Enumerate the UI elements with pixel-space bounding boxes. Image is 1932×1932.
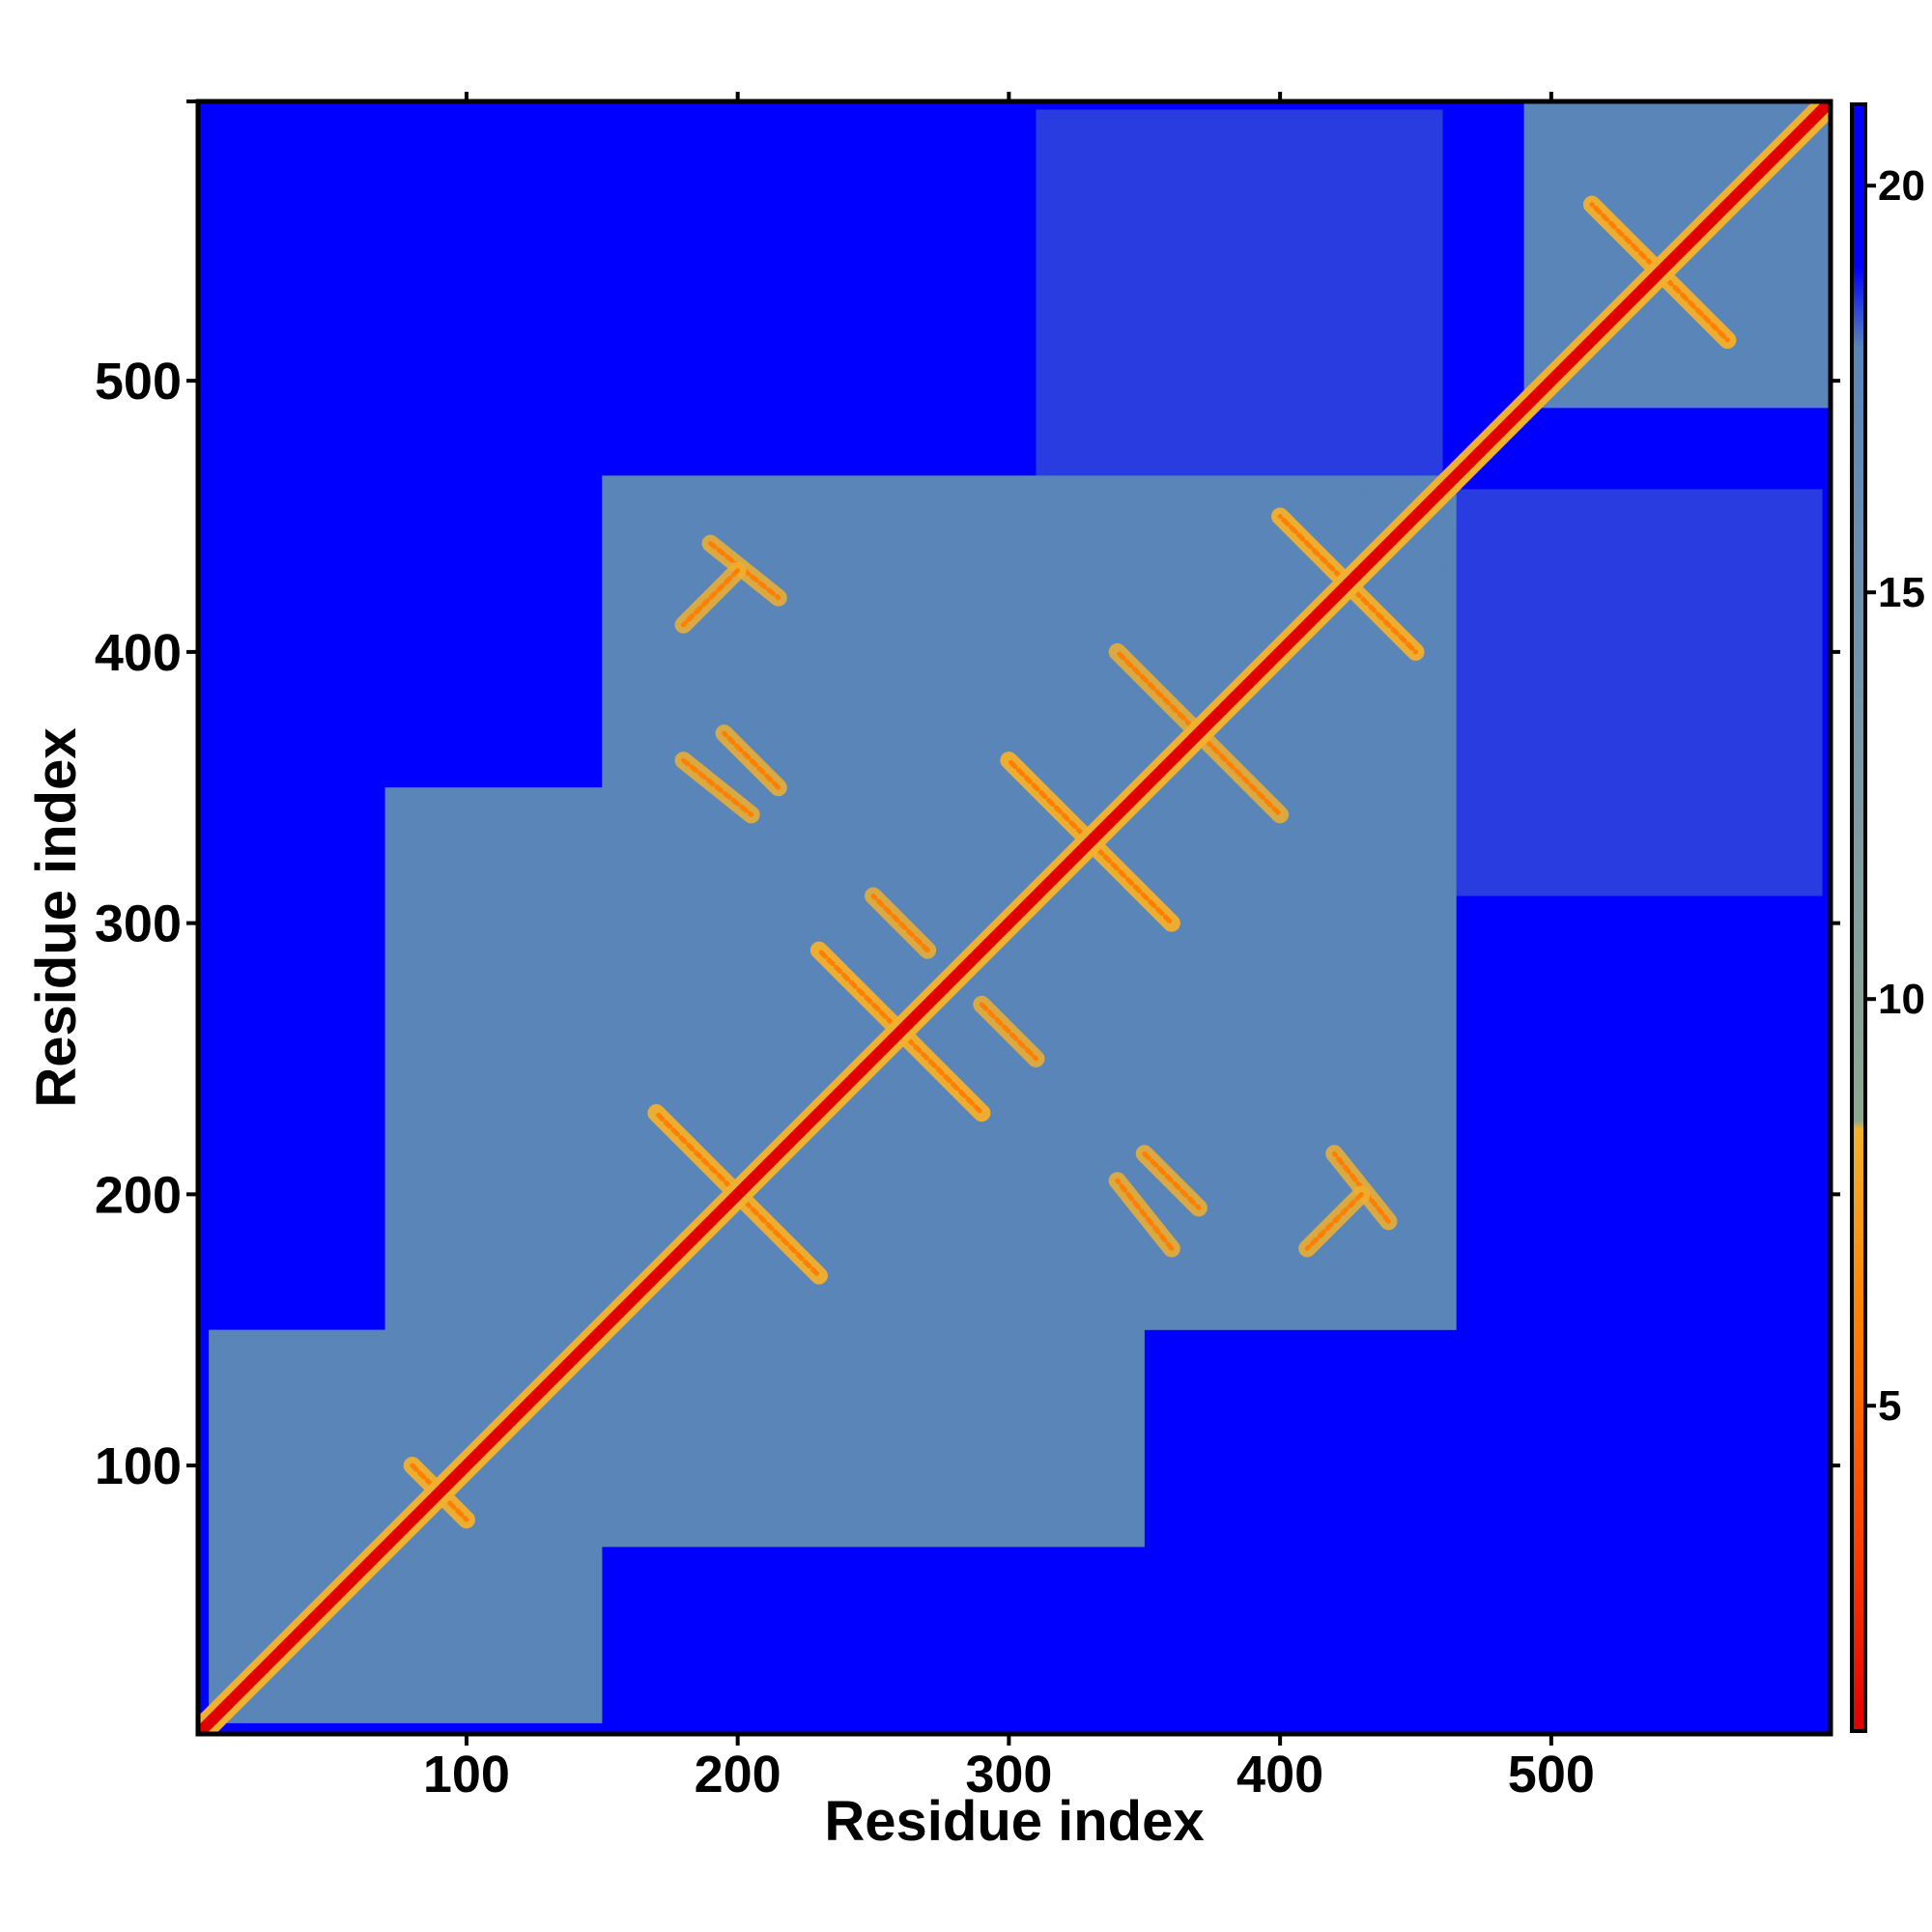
colorbar: 5 10 15 20 (1850, 102, 1925, 1733)
contact-arm-15-mirror (1115, 1178, 1175, 1251)
colorbar-tick-label: 15 (1878, 569, 1925, 616)
colorbar-tick-label: 5 (1878, 1382, 1901, 1430)
contact-arm-14 (1142, 1151, 1202, 1210)
contact-arm-2 (735, 1191, 822, 1279)
contact-arm-7 (1115, 649, 1202, 736)
y-axis-title: Residue index (25, 727, 88, 1107)
x-axis: 100 200 300 400 500 (186, 92, 1595, 1804)
diagonal-contacts (198, 101, 1831, 1734)
contact-arm-13 (1304, 1191, 1364, 1251)
y-tick-label: 400 (95, 624, 182, 682)
contact-arm-9-mirror (1277, 514, 1350, 587)
contact-arm-11-mirror (1589, 202, 1662, 275)
contact-arm-15 (681, 757, 754, 817)
plot-frame (195, 99, 1833, 1737)
contact-arm-6-mirror (1006, 757, 1094, 844)
contact-arm-9 (1345, 582, 1418, 655)
contact-arm-7-mirror (1196, 730, 1283, 817)
contact-arm-4 (897, 1029, 984, 1116)
contact-arm-4-mirror (816, 948, 903, 1035)
colorbar-gradient (1850, 102, 1867, 1733)
contact-arm-14-mirror (722, 730, 781, 790)
x-axis-title: Residue index (824, 1790, 1204, 1853)
y-tick-label: 200 (95, 1166, 182, 1224)
x-tick-label: 200 (695, 1746, 781, 1804)
contact-region-cross-vertical-mirror (1036, 109, 1443, 571)
contact-region-cross-vertical (1361, 489, 1823, 896)
x-tick-label: 300 (965, 1746, 1052, 1804)
colorbar-ticks: 5 10 15 20 (1865, 162, 1925, 1430)
colorbar-tick-label: 10 (1878, 976, 1925, 1023)
contact-arm-16 (979, 1002, 1038, 1062)
x-tick-label: 100 (423, 1746, 510, 1804)
contact-arm-2-mirror (653, 1110, 741, 1197)
contact-arm-16-mirror (870, 894, 930, 953)
x-tick-label: 400 (1236, 1746, 1323, 1804)
y-axis: 100 200 300 400 500 (95, 353, 1840, 1495)
contact-arm-11 (1657, 270, 1730, 343)
contact-arm-13-mirror (681, 568, 741, 628)
y-tick-label: 500 (95, 353, 182, 411)
y-tick-label: 100 (95, 1437, 182, 1495)
heatmap-plot (198, 101, 1831, 1734)
y-tick-label: 300 (95, 895, 182, 953)
x-tick-label: 500 (1508, 1746, 1595, 1804)
contact-arm-6 (1088, 838, 1175, 926)
colorbar-tick-label: 20 (1878, 162, 1925, 210)
